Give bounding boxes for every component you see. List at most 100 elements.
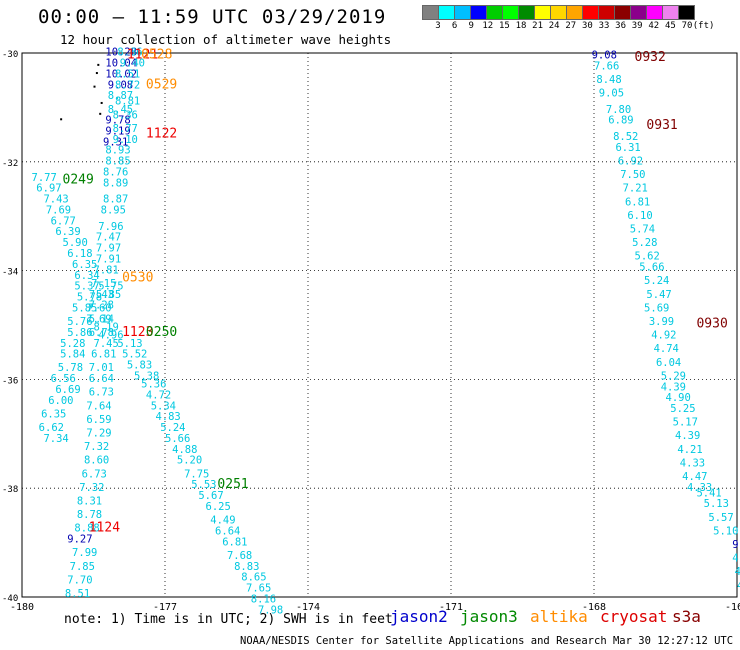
page-subtitle: 12 hour collection of altimeter wave hei… — [60, 32, 392, 47]
data-speck — [93, 85, 96, 88]
track-time-label: 1122 — [146, 126, 177, 141]
wave-height-value: 10.02 — [105, 68, 137, 80]
wave-height-value: 6.31 — [615, 142, 640, 154]
x-tick-label: -165 — [725, 602, 740, 613]
wave-height-value: 8.78 — [77, 509, 102, 521]
wave-height-value: 5.76 — [67, 316, 92, 328]
wave-height-value: 6.18 — [67, 248, 92, 260]
scale-label: 42 — [648, 21, 660, 31]
wave-height-value: 7.99 — [72, 547, 97, 559]
wave-height-value: 4.33 — [687, 482, 712, 494]
wave-height-value: 8.52 — [613, 131, 638, 143]
wave-height-value: 4.8 — [732, 553, 740, 565]
wave-height-value: 5.34 — [151, 400, 176, 412]
y-tick-label: -38 — [2, 485, 18, 495]
wave-height-value: 4.33 — [680, 457, 705, 469]
wave-height-value: 5.74 — [630, 224, 655, 236]
wave-height-value: 8.51 — [115, 68, 140, 80]
track-time-label: 0930 — [696, 317, 727, 332]
wave-height-value: 7.69 — [86, 313, 111, 325]
wave-height-value: 7.75 — [184, 468, 209, 480]
data-speck — [97, 63, 100, 66]
wave-height-value: 6.39 — [55, 226, 80, 238]
scale-label: 12 — [482, 21, 494, 31]
wave-height-value: 8.45 — [108, 104, 133, 116]
wave-height-value: 7.45 — [94, 338, 119, 350]
wave-height-value: 8.16 — [251, 593, 276, 605]
wave-height-value: 7.81 — [94, 264, 119, 276]
legend-item-jason2: jason2 — [390, 607, 448, 626]
wave-height-value: 6.35 — [41, 408, 66, 420]
wave-height-value: 7.77 — [32, 172, 57, 184]
wave-height-value: 8.88 — [74, 523, 99, 535]
scale-label: 30 — [581, 21, 593, 31]
wave-height-value: 10.28 — [105, 47, 137, 59]
wave-height-value: 8.76 — [103, 166, 128, 178]
wave-height-value: 5.90 — [63, 237, 88, 249]
wave-height-value: 5.37 — [74, 281, 99, 293]
wave-height-value: 5.28 — [632, 237, 657, 249]
wave-height-value: 4.90 — [666, 392, 691, 404]
wave-height-value: 5.52 — [122, 349, 147, 361]
scale-label: 9 — [468, 21, 474, 31]
wave-height-value: 6.73 — [89, 387, 114, 399]
wave-height-value: 6.92 — [618, 156, 643, 168]
wave-height-value: 5.13 — [117, 338, 142, 350]
wave-height-value: 4.39 — [675, 430, 700, 442]
wave-height-value: 4.47 — [682, 471, 707, 483]
wave-height-value: 5.75 — [98, 281, 123, 293]
scale-label: 45 — [664, 21, 676, 31]
wave-height-value: 7.70 — [67, 574, 92, 586]
wave-height-value: 7.34 — [43, 433, 68, 445]
wave-height-value: 5.28 — [60, 338, 85, 350]
legend-item-jason3: jason3 — [460, 607, 518, 626]
wave-height-value: 7.96 — [98, 221, 123, 233]
track-time-label: 0931 — [646, 118, 677, 133]
wave-height-value: 7.43 — [43, 194, 68, 206]
wave-height-value: 6.25 — [206, 501, 231, 513]
scale-label: 27 — [565, 21, 577, 31]
wave-height-value: 5.57 — [708, 512, 733, 524]
wave-height-value: 8.60 — [84, 455, 109, 467]
wave-height-value: 5.29 — [661, 370, 686, 382]
wave-height-value: 7.28 — [89, 300, 114, 312]
wave-height-value: 4.74 — [654, 343, 679, 355]
wave-height-value: 7.69 — [46, 204, 71, 216]
wave-height-value: 7.60 — [86, 302, 111, 314]
wave-height-value: 4. — [737, 580, 740, 592]
color-scale — [422, 5, 695, 20]
scale-label: 21 — [532, 21, 544, 31]
scale-label: 36 — [615, 21, 627, 31]
wave-height-value: 4.6 — [735, 566, 740, 578]
wave-height-value: 7.65 — [246, 583, 271, 595]
legend-item-cryosat: cryosat — [600, 607, 668, 626]
wave-height-value: 8.87 — [108, 90, 133, 102]
wave-height-value: 5.66 — [165, 433, 190, 445]
track-time-label: 0530 — [122, 270, 153, 285]
x-tick-label: -171 — [439, 602, 463, 613]
wave-height-value: 8.31 — [77, 496, 102, 508]
data-speck — [95, 72, 98, 75]
wave-height-value: 6.56 — [51, 373, 76, 385]
wave-height-value: 6.81 — [222, 536, 247, 548]
wave-height-value: 9.10 — [113, 134, 138, 146]
x-tick-label: -174 — [296, 602, 320, 613]
wave-height-value: 8.36 — [113, 109, 138, 121]
wave-height-value: 5.38 — [134, 370, 159, 382]
wave-height-value: 4.72 — [146, 389, 171, 401]
wave-height-value: 7.15 — [91, 278, 116, 290]
wave-height-value: 7.32 — [84, 441, 109, 453]
wave-height-value: 7.66 — [594, 60, 619, 72]
wave-height-value: 7.91 — [96, 253, 121, 265]
wave-height-value: 6.64 — [215, 525, 240, 537]
wave-height-value: 5.24 — [644, 275, 669, 287]
wave-height-value: 8.85 — [105, 156, 130, 168]
wave-height-value: 4.92 — [651, 330, 676, 342]
wave-height-value: 5.20 — [177, 455, 202, 467]
scale-label: (ft) — [692, 21, 715, 31]
wave-height-value: 7.01 — [89, 362, 114, 374]
wave-height-value: 7.97 — [96, 243, 121, 255]
wave-height-value: 5.53 — [191, 479, 216, 491]
wave-height-value: 7.85 — [70, 561, 95, 573]
y-tick-label: -34 — [2, 268, 18, 278]
